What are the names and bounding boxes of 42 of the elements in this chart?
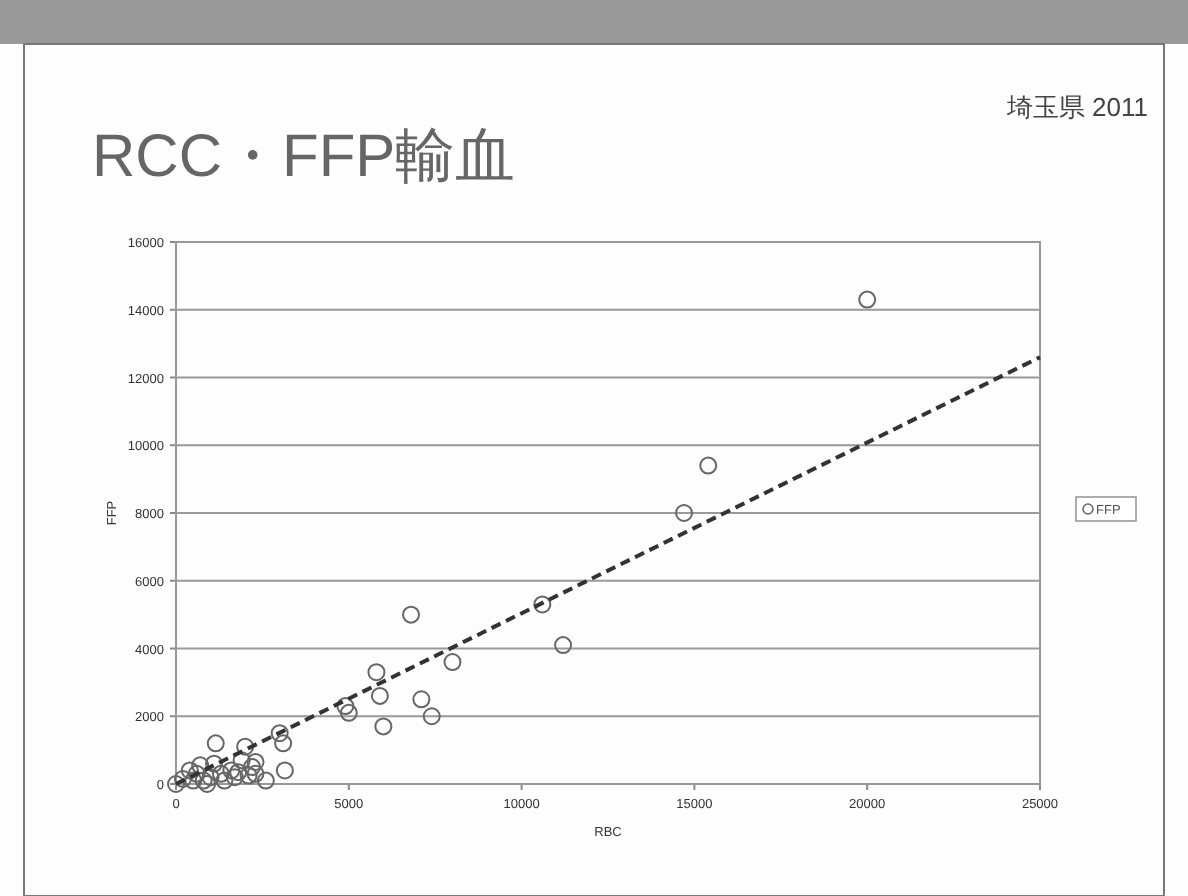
point [443,653,462,672]
point [675,504,694,522]
point [554,636,573,655]
point [173,769,192,788]
point [374,717,393,736]
point [339,703,358,722]
point [370,686,389,705]
point [274,734,293,753]
point [858,290,877,309]
point [229,763,248,782]
point [222,761,241,780]
point [270,724,289,743]
point [422,707,441,726]
point [402,605,421,624]
point [367,663,386,682]
point [215,771,234,790]
point [236,737,255,756]
point [167,775,185,793]
point [533,595,552,614]
point [187,764,206,783]
point [336,697,355,716]
point [232,751,251,770]
point [198,775,217,793]
point [275,761,294,780]
point [246,764,265,783]
point [184,771,203,790]
point [225,768,244,787]
point [180,761,199,780]
point [206,734,225,753]
point [243,758,262,777]
point [194,771,213,790]
chart-title: RCC・FFP輸血 [92,124,516,190]
point [412,690,431,709]
point [201,768,220,787]
point [239,766,258,785]
point [205,754,224,773]
point [699,456,718,475]
point [211,764,230,783]
point [256,771,275,790]
point [246,752,265,771]
point [191,756,210,775]
text: 埼玉県 2011 [1004,92,1148,122]
